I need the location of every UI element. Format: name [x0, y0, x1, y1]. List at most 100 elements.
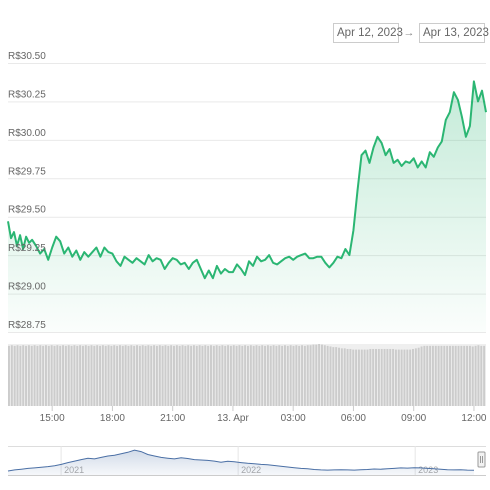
volume-bar	[107, 345, 110, 406]
volume-bar	[377, 348, 380, 406]
volume-bar	[303, 345, 306, 406]
x-tick-label: 06:00	[341, 413, 366, 424]
volume-bar	[392, 348, 395, 406]
volume-bar	[221, 345, 224, 406]
volume-bar	[158, 345, 161, 406]
volume-bar	[59, 345, 62, 406]
volume-bar	[431, 345, 434, 406]
volume-bar	[340, 348, 343, 406]
volume-bars	[8, 344, 486, 406]
volume-bar	[167, 345, 170, 406]
volume-bar	[178, 345, 181, 406]
volume-bar	[136, 345, 138, 406]
x-tick-label: 03:00	[281, 413, 306, 424]
volume-bar	[84, 345, 87, 406]
volume-bar	[480, 345, 483, 406]
volume-bar	[201, 345, 204, 406]
volume-bar	[306, 345, 309, 406]
volume-bar	[36, 345, 39, 406]
volume-bar	[332, 347, 335, 406]
volume-bar	[33, 345, 36, 406]
volume-bar	[170, 345, 173, 406]
y-axis: R$30.50 R$30.25 R$30.00 R$29.75 R$29.50 R$29.…	[8, 51, 46, 331]
volume-bar	[155, 345, 158, 406]
volume-bar	[261, 345, 264, 406]
volume-bar	[173, 345, 175, 406]
y-tick-label: R$29.50	[8, 205, 46, 216]
volume-bar	[460, 345, 463, 406]
navigator-area	[8, 450, 474, 475]
volume-bar	[338, 347, 340, 406]
x-axis: 15:00 18:00 21:00 13. Apr 03:00 06:00 09:00 12:…	[40, 406, 487, 424]
volume-bar	[343, 348, 346, 406]
volume-bar	[241, 345, 244, 406]
volume-bar	[229, 345, 232, 406]
volume-bar	[474, 345, 477, 406]
volume-bar	[394, 349, 397, 406]
volume-bar	[150, 345, 153, 406]
volume-bar	[133, 345, 136, 406]
volume-bar	[420, 346, 423, 406]
volume-bar	[417, 347, 420, 406]
volume-bar	[47, 345, 50, 406]
volume-bar	[210, 345, 212, 406]
volume-bar	[329, 346, 332, 406]
y-tick-label: R$30.25	[8, 89, 46, 100]
volume-bar	[363, 349, 366, 406]
x-tick-label: 09:00	[401, 413, 426, 424]
y-tick-label: R$29.00	[8, 282, 46, 293]
price-area	[8, 81, 486, 333]
volume-bar	[164, 345, 167, 406]
volume-bar	[73, 345, 76, 406]
volume-bar	[235, 345, 238, 406]
volume-bar	[400, 349, 403, 406]
volume-bar	[466, 345, 469, 406]
y-tick-label: R$30.50	[8, 51, 46, 62]
volume-bar	[232, 345, 235, 406]
x-tick-label: 18:00	[100, 413, 125, 424]
volume-bar	[110, 345, 113, 406]
navigator-line	[7, 449, 475, 472]
volume-bar	[118, 345, 121, 406]
volume-bar	[67, 345, 70, 406]
volume-bar	[124, 345, 127, 406]
volume-bar	[443, 345, 446, 406]
date-to-input[interactable]: Apr 13, 2023	[419, 23, 489, 43]
volume-bar	[264, 345, 267, 406]
volume-bar	[87, 345, 90, 406]
volume-bar	[184, 345, 187, 406]
volume-bar	[292, 345, 295, 406]
volume-bar	[227, 345, 230, 406]
navigator-handle[interactable]	[477, 451, 486, 468]
volume-bar	[258, 345, 261, 406]
volume-bar	[141, 345, 144, 406]
volume-bar	[463, 345, 466, 406]
volume-bar	[56, 345, 59, 406]
volume-bar	[383, 348, 386, 406]
volume-bar	[39, 345, 42, 406]
date-from-input[interactable]: Apr 12, 2023	[333, 23, 403, 43]
volume-bar	[16, 345, 19, 406]
navigator[interactable]: 202120222023	[7, 446, 486, 476]
volume-bar	[349, 348, 352, 406]
volume-bar	[42, 345, 45, 406]
volume-bar	[212, 345, 215, 406]
volume-bar	[397, 349, 400, 406]
volume-bar	[366, 349, 369, 406]
volume-bar	[477, 345, 480, 406]
volume-bar	[266, 345, 269, 406]
volume-bar	[357, 349, 360, 406]
volume-bar	[8, 345, 10, 406]
x-tick-label: 15:00	[40, 413, 65, 424]
volume-bar	[471, 346, 474, 406]
volume-bar	[64, 345, 67, 406]
volume-bar	[449, 345, 451, 406]
volume-bar	[99, 345, 101, 406]
volume-bar	[147, 345, 150, 406]
volume-bar	[255, 345, 258, 406]
volume-bar	[372, 348, 375, 406]
arrow-right-icon: →	[403, 27, 415, 39]
volume-bar	[76, 345, 79, 406]
volume-bar	[414, 348, 417, 406]
volume-bar	[13, 345, 16, 406]
